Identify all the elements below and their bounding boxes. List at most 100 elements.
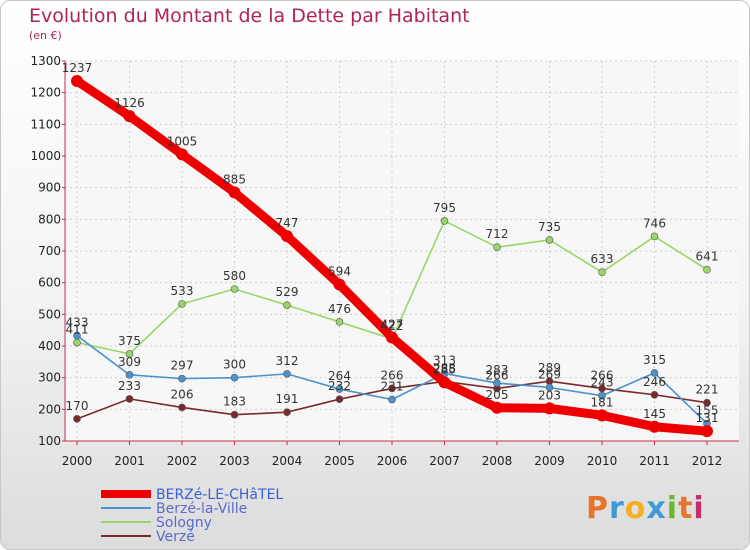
data-label: 243 xyxy=(591,376,614,390)
data-point xyxy=(178,300,186,308)
data-label: 427 xyxy=(381,317,404,331)
data-label: 246 xyxy=(643,375,666,389)
logo-letter: o xyxy=(624,491,647,526)
data-point xyxy=(701,425,713,438)
data-label: 183 xyxy=(223,395,246,409)
legend-label: Verzé xyxy=(156,529,195,545)
data-point xyxy=(493,243,501,251)
y-tick-label: 700 xyxy=(38,244,61,258)
data-label: 533 xyxy=(171,284,194,298)
data-point xyxy=(230,373,239,382)
data-point xyxy=(335,318,344,326)
data-point xyxy=(178,374,186,383)
y-tick-label: 900 xyxy=(38,181,61,195)
data-point xyxy=(178,403,186,412)
data-label: 795 xyxy=(433,201,456,215)
data-point xyxy=(230,410,239,419)
logo-letter: P xyxy=(586,491,609,526)
logo-letter: t xyxy=(678,491,694,526)
data-point xyxy=(543,402,556,415)
data-label: 203 xyxy=(538,388,561,402)
x-tick-label: 2002 xyxy=(167,454,198,468)
data-label: 1126 xyxy=(114,96,145,110)
y-tick-label: 1100 xyxy=(30,117,61,131)
data-label: 594 xyxy=(328,265,351,279)
data-label: 233 xyxy=(118,379,141,393)
data-label: 170 xyxy=(66,399,89,413)
data-point xyxy=(598,391,606,400)
data-label: 206 xyxy=(171,387,194,401)
logo-letter: x xyxy=(646,491,667,526)
data-label: 145 xyxy=(643,407,666,421)
x-tick-label: 2010 xyxy=(587,454,618,468)
legend-label: BERZé-LE-CHâTEL xyxy=(156,487,283,503)
unit-label: (en €) xyxy=(29,29,62,42)
y-tick-label: 1300 xyxy=(30,54,61,68)
data-label: 735 xyxy=(538,220,561,234)
x-tick-label: 2012 xyxy=(692,454,723,468)
x-tick-label: 2011 xyxy=(639,454,670,468)
data-label: 747 xyxy=(276,216,299,230)
data-point xyxy=(438,376,451,389)
data-label: 633 xyxy=(591,252,614,266)
y-tick-label: 100 xyxy=(38,434,61,448)
y-tick-label: 300 xyxy=(38,371,61,385)
data-label: 1005 xyxy=(167,134,198,148)
data-label: 264 xyxy=(328,369,351,383)
logo-letter: i xyxy=(666,491,679,526)
data-label: 476 xyxy=(328,302,351,316)
data-point xyxy=(386,331,398,344)
data-label: 269 xyxy=(538,367,561,381)
data-label: 433 xyxy=(66,316,89,330)
chart-title: Evolution du Montant de la Dette par Hab… xyxy=(29,5,470,27)
data-label: 300 xyxy=(223,358,246,372)
x-tick-label: 2000 xyxy=(62,454,93,468)
x-tick-label: 2004 xyxy=(272,454,303,468)
x-tick-label: 2003 xyxy=(219,454,250,468)
y-tick-label: 200 xyxy=(38,402,61,416)
data-point xyxy=(545,383,554,392)
y-tick-label: 500 xyxy=(38,307,61,321)
y-tick-label: 400 xyxy=(38,339,61,353)
data-point xyxy=(281,230,293,243)
data-point xyxy=(125,350,134,358)
data-label: 285 xyxy=(433,362,456,376)
data-point xyxy=(176,148,188,161)
data-label: 746 xyxy=(643,216,666,230)
data-label: 312 xyxy=(276,354,299,368)
data-label: 313 xyxy=(433,354,456,368)
data-label: 529 xyxy=(276,285,299,299)
x-tick-label: 2005 xyxy=(324,454,355,468)
data-point xyxy=(123,110,136,123)
data-label: 221 xyxy=(696,383,719,397)
data-point xyxy=(335,385,344,393)
data-point xyxy=(493,379,501,387)
data-point xyxy=(545,236,554,244)
data-point xyxy=(440,217,449,225)
logo-letter: i xyxy=(693,491,705,526)
data-point xyxy=(71,74,83,87)
data-label: 283 xyxy=(486,363,509,377)
data-label: 191 xyxy=(276,392,299,406)
data-point xyxy=(125,395,134,403)
data-label: 266 xyxy=(591,368,614,382)
y-tick-label: 800 xyxy=(38,212,61,226)
data-label: 375 xyxy=(118,334,141,348)
data-label: 580 xyxy=(223,269,246,283)
data-point xyxy=(73,331,81,340)
proxiti-logo: Proxiti xyxy=(586,491,705,526)
logo-letter: r xyxy=(609,491,625,526)
x-tick-label: 2001 xyxy=(114,454,145,468)
legend-label: Sologny xyxy=(156,515,212,531)
data-point xyxy=(283,301,291,309)
data-label: 315 xyxy=(643,353,666,367)
data-point xyxy=(283,408,291,416)
data-point xyxy=(125,371,134,379)
legend-label: Berzé-la-Ville xyxy=(156,501,247,517)
data-label: 641 xyxy=(696,250,719,264)
data-label: 155 xyxy=(696,404,719,418)
data-label: 231 xyxy=(381,380,404,394)
data-point xyxy=(491,401,503,414)
